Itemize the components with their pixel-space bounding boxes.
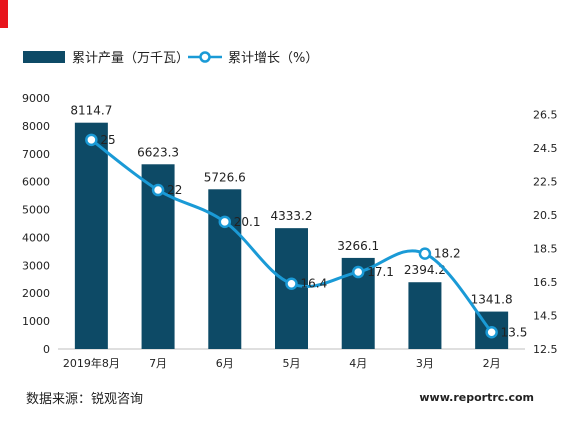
left-tick-label: 2000 [22,287,50,300]
line-point [418,247,432,260]
right-tick-label: 22.5 [533,176,558,189]
source-note: 数据来源：锐观咨询 [26,392,143,407]
x-tick-label: 7月 [149,357,167,370]
left-tick-label: 9000 [22,92,50,105]
line-data-label: 17.1 [367,265,394,279]
bar-data-label: 3266.1 [337,239,379,253]
right-tick-label: 12.5 [533,343,558,356]
bar-data-label: 4333.2 [271,209,313,223]
bar-series [74,122,509,349]
red-corner-mark [0,0,8,28]
bar [408,282,442,349]
line-point [485,326,498,339]
legend-bar-swatch [23,51,65,63]
bar-data-label: 2394.2 [404,263,446,277]
line-point [85,133,98,147]
x-axis: 2019年8月 7月 6月 5月 4月 3月 2月 [58,348,525,370]
bar-data-label: 8114.7 [70,104,112,118]
left-tick-label: 6000 [22,176,50,189]
x-tick-label: 2月 [483,357,501,370]
line-point [151,183,165,197]
left-tick-label: 4000 [22,231,50,244]
right-axis: 12.5 14.5 16.5 18.5 20.5 22.5 24.5 26.5 [533,109,558,356]
line-data-label: 18.2 [434,247,461,261]
legend-bar-label: 累计产量（万千瓦） [72,51,189,66]
line-point [285,277,298,290]
bar-data-label: 5726.6 [204,170,246,184]
line-data-label: 16.4 [301,277,328,291]
right-tick-label: 16.5 [533,276,558,289]
left-tick-label: 1000 [22,315,50,328]
right-tick-label: 14.5 [533,310,558,323]
x-tick-label: 3月 [416,357,434,370]
x-tick-label: 5月 [283,357,301,370]
line-series [85,133,498,339]
x-tick-label: 4月 [349,357,367,370]
watermark: www.reportrc.com [419,391,534,404]
x-tick-label: 2019年8月 [63,356,120,370]
right-tick-label: 18.5 [533,243,558,256]
left-tick-label: 3000 [22,259,50,272]
legend-line-label: 累计增长（%） [228,51,318,66]
bar [74,122,108,349]
line-data-label: 25 [100,133,115,147]
line-point [218,215,232,229]
left-axis: 0 1000 2000 3000 4000 5000 6000 7000 8000 9000 [22,92,50,356]
bar-data-labels: 8114.7 6623.3 5726.6 4333.2 3266.1 2394.2 1341… [70,104,512,307]
x-tick-label: 6月 [216,357,234,370]
line-data-labels: 25 22 20.1 16.4 17.1 18.2 13.5 [100,133,527,339]
line-data-label: 22 [167,183,182,197]
line-point [351,265,365,279]
left-tick-label: 7000 [22,148,50,161]
legend: 累计产量（万千瓦） 累计增长（%） [23,51,318,66]
line-data-label: 13.5 [501,325,528,339]
left-tick-label: 8000 [22,120,50,133]
bar-data-label: 1341.8 [471,293,513,307]
legend-line-marker [199,51,211,63]
right-tick-label: 26.5 [533,109,558,122]
right-tick-label: 24.5 [533,142,558,155]
bar-data-label: 6623.3 [137,145,179,159]
left-tick-label: 0 [43,343,50,356]
line-data-label: 20.1 [234,215,261,229]
left-tick-label: 5000 [22,204,50,217]
right-tick-label: 20.5 [533,209,558,222]
